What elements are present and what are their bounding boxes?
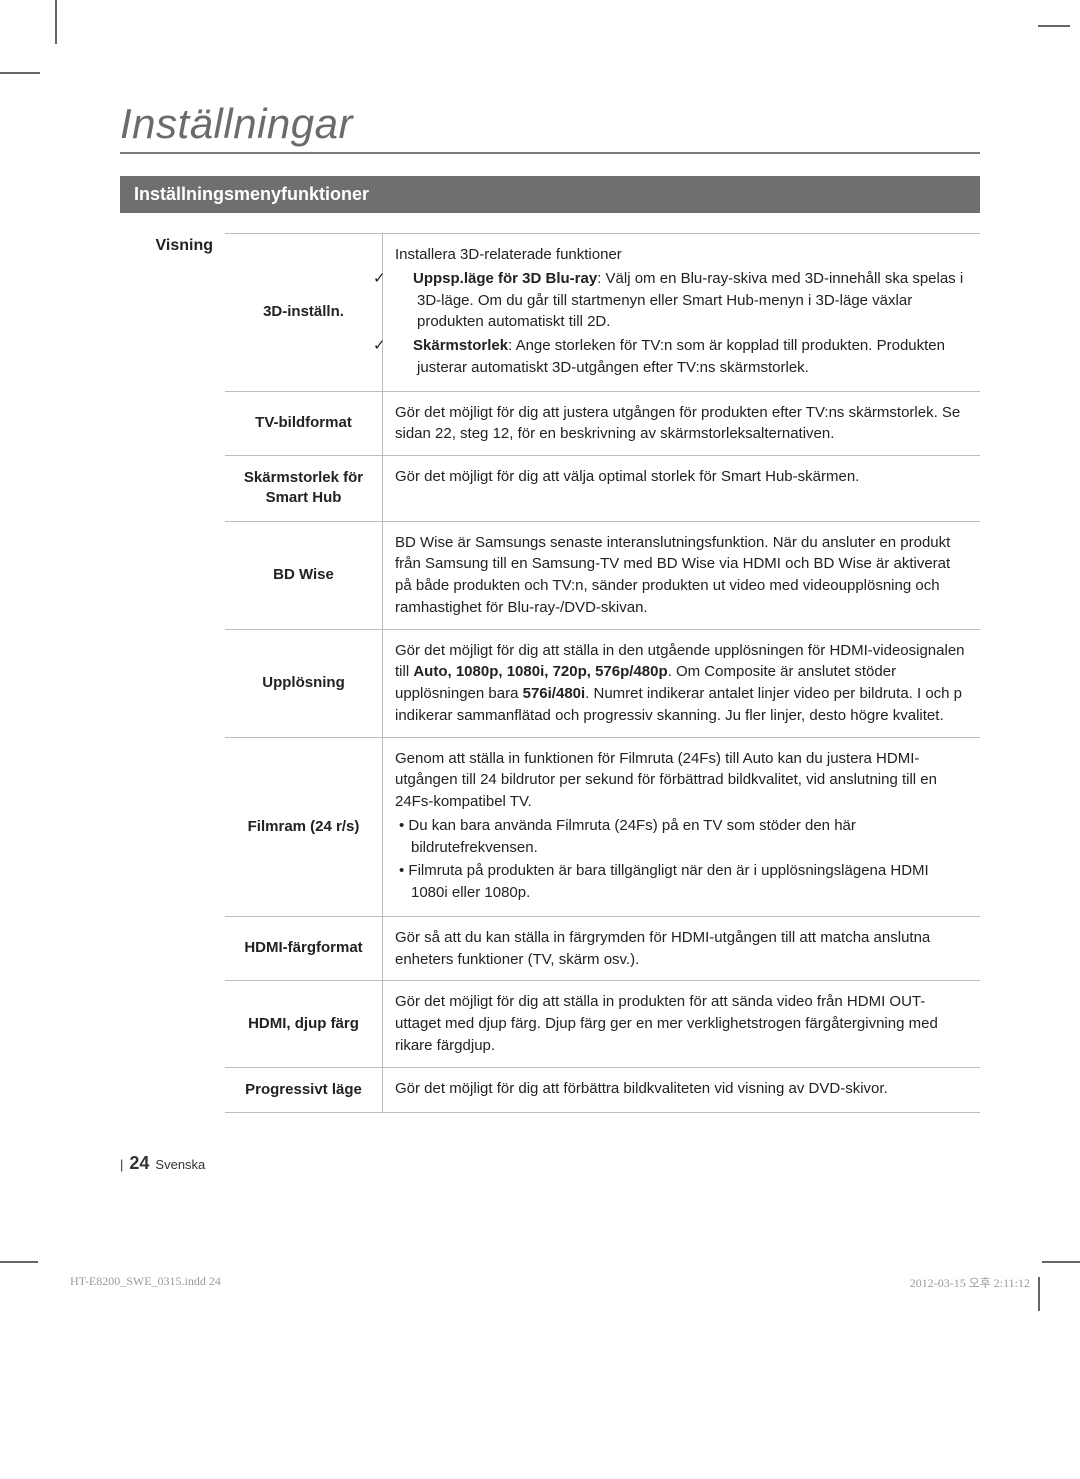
page-bar-icon: | (120, 1157, 123, 1172)
table-row: HDMI-färgformat Gör så att du kan ställa… (225, 916, 980, 981)
row-desc: Gör det möjligt för dig att ställa in pr… (383, 981, 980, 1066)
row-desc: Gör så att du kan ställa in färgrymden f… (383, 917, 980, 981)
bullet-item: Filmruta på produkten är bara tillgängli… (395, 860, 968, 904)
row-desc: Gör det möjligt för dig att välja optima… (383, 456, 980, 521)
print-footer: HT-E8200_SWE_0315.indd 24 2012-03-15 오후 … (0, 1274, 1080, 1311)
section-header: Inställningsmenyfunktioner (120, 176, 980, 213)
row-desc: BD Wise är Samsungs senaste interanslutn… (383, 522, 980, 629)
bold-term: 576i/480i (523, 685, 586, 702)
bold-term: Skärmstorlek (413, 337, 508, 354)
table-row: Filmram (24 r/s) Genom att ställa in fun… (225, 737, 980, 916)
row-label-bdwise: BD Wise (225, 522, 383, 629)
table-row: 3D-inställn. Installera 3D-relaterade fu… (225, 233, 980, 391)
footer-filename: HT-E8200_SWE_0315.indd 24 (70, 1274, 221, 1291)
page-number-line: | 24 Svenska (120, 1153, 980, 1174)
page-title: Inställningar (120, 100, 980, 154)
row-desc: Gör det möjligt för dig att ställa in de… (383, 630, 980, 737)
row-desc: Gör det möjligt för dig att justera utgå… (383, 392, 980, 456)
desc-text: Genom att ställa in funktionen för Filmr… (395, 748, 968, 813)
row-label-smarthub: Skärmstorlek för Smart Hub (225, 456, 383, 521)
row-label-tvformat: TV-bildformat (225, 392, 383, 456)
table-row: Skärmstorlek för Smart Hub Gör det möjli… (225, 455, 980, 521)
desc-intro: Installera 3D-relaterade funktioner (395, 244, 968, 266)
bullet-item: Du kan bara använda Filmruta (24Fs) på e… (395, 815, 968, 859)
table-row: HDMI, djup färg Gör det möjligt för dig … (225, 980, 980, 1066)
row-label-progressive: Progressivt läge (225, 1068, 383, 1112)
row-label-3d: 3D-inställn. (225, 234, 383, 391)
row-label-filmram: Filmram (24 r/s) (225, 738, 383, 916)
check-item: ✓Skärmstorlek: Ange storleken för TV:n s… (395, 335, 968, 379)
check-icon: ✓ (395, 268, 413, 290)
row-desc: Genom att ställa in funktionen för Filmr… (383, 738, 980, 916)
page-number: 24 (129, 1153, 149, 1173)
category-label: Visning (120, 233, 225, 1113)
bold-term: Auto, 1080p, 1080i, 720p, 576p/480p (413, 663, 667, 680)
table-row: Upplösning Gör det möjligt för dig att s… (225, 629, 980, 737)
check-item: ✓Uppsp.läge för 3D Blu-ray: Välj om en B… (395, 268, 968, 333)
row-label-resolution: Upplösning (225, 630, 383, 737)
table-row: BD Wise BD Wise är Samsungs senaste inte… (225, 521, 980, 629)
row-label-hdmi-color: HDMI-färgformat (225, 917, 383, 981)
row-label-hdmi-deep: HDMI, djup färg (225, 981, 383, 1066)
page-language: Svenska (155, 1157, 205, 1172)
check-icon: ✓ (395, 335, 413, 357)
table-row: Progressivt läge Gör det möjligt för dig… (225, 1067, 980, 1112)
footer-timestamp: 2012-03-15 오후 2:11:12 (910, 1274, 1030, 1291)
settings-table: Visning 3D-inställn. Installera 3D-relat… (120, 233, 980, 1113)
bold-term: Uppsp.läge för 3D Blu-ray (413, 270, 597, 287)
table-row: TV-bildformat Gör det möjligt för dig at… (225, 391, 980, 456)
row-desc: Installera 3D-relaterade funktioner ✓Upp… (383, 234, 980, 391)
row-desc: Gör det möjligt för dig att förbättra bi… (383, 1068, 980, 1112)
